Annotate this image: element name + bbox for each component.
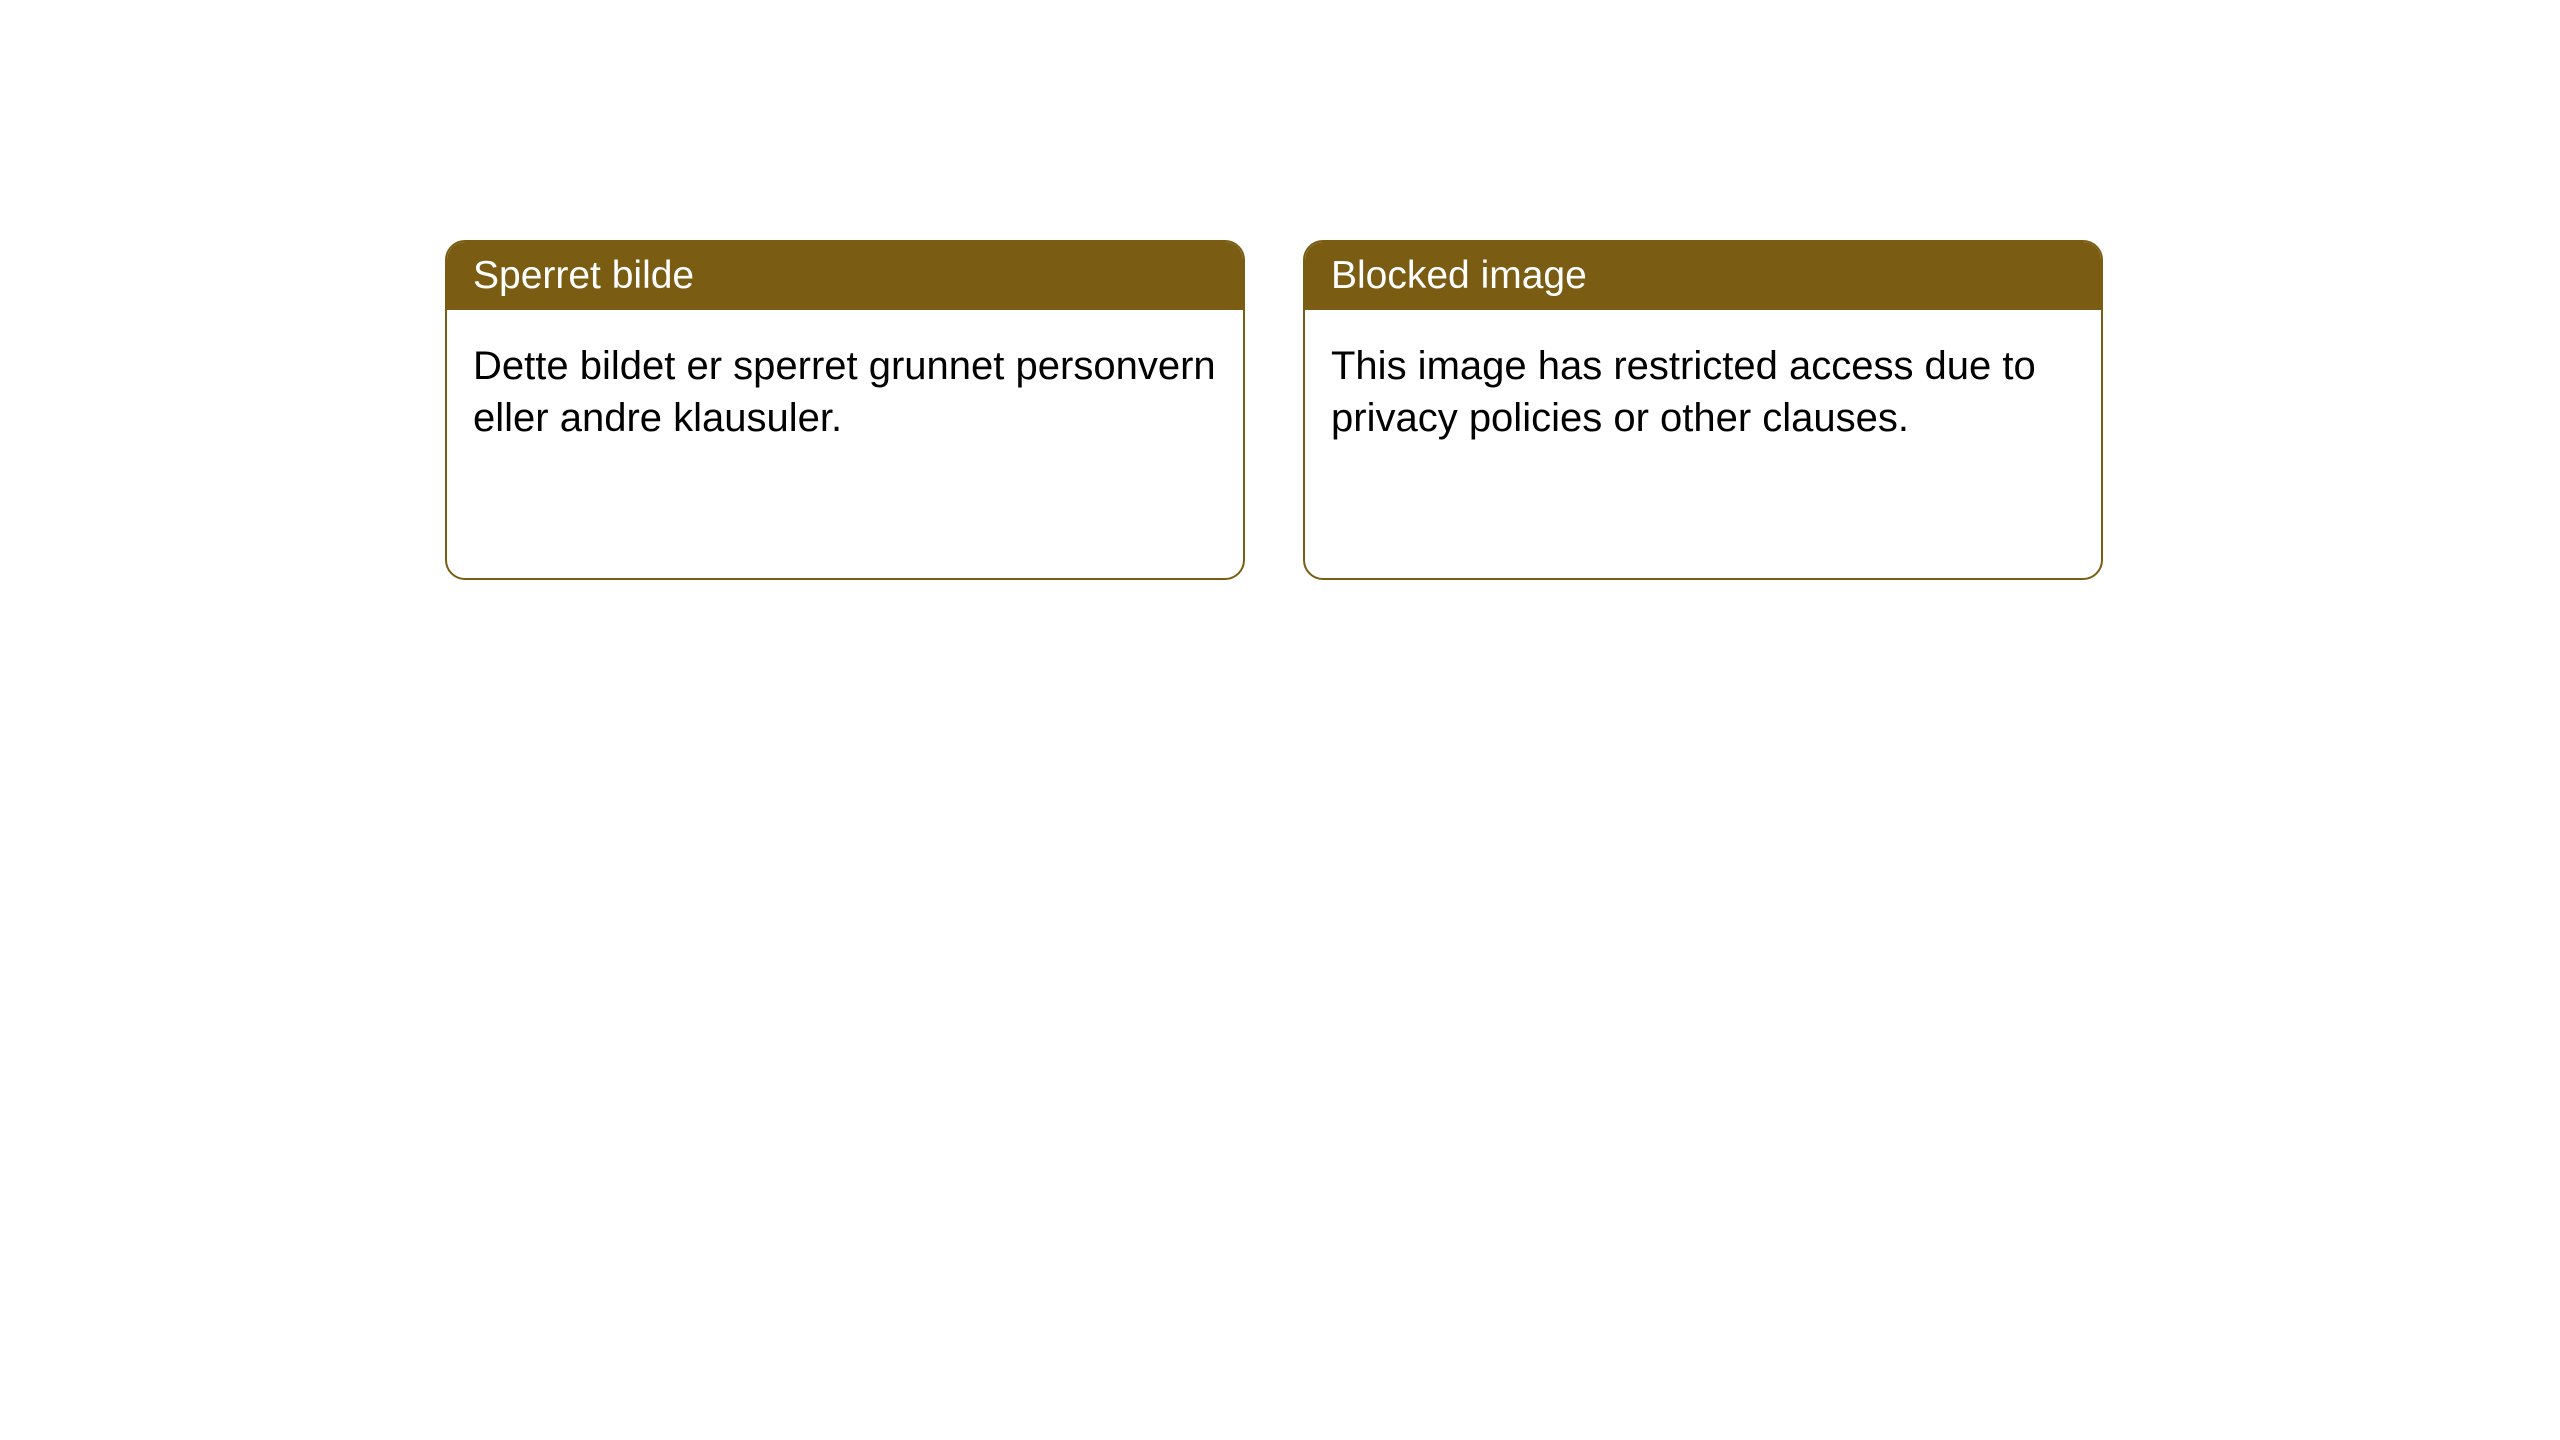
card-header-en: Blocked image [1305,242,2101,310]
card-header-no: Sperret bilde [447,242,1243,310]
blocked-image-card-en: Blocked image This image has restricted … [1303,240,2103,580]
card-body-no: Dette bildet er sperret grunnet personve… [447,310,1243,474]
blocked-image-card-no: Sperret bilde Dette bildet er sperret gr… [445,240,1245,580]
card-title-en: Blocked image [1331,254,1587,297]
card-body-en: This image has restricted access due to … [1305,310,2101,474]
card-body-text-no: Dette bildet er sperret grunnet personve… [473,344,1216,440]
card-body-text-en: This image has restricted access due to … [1331,344,2036,440]
card-title-no: Sperret bilde [473,254,694,297]
card-container: Sperret bilde Dette bildet er sperret gr… [0,0,2560,580]
